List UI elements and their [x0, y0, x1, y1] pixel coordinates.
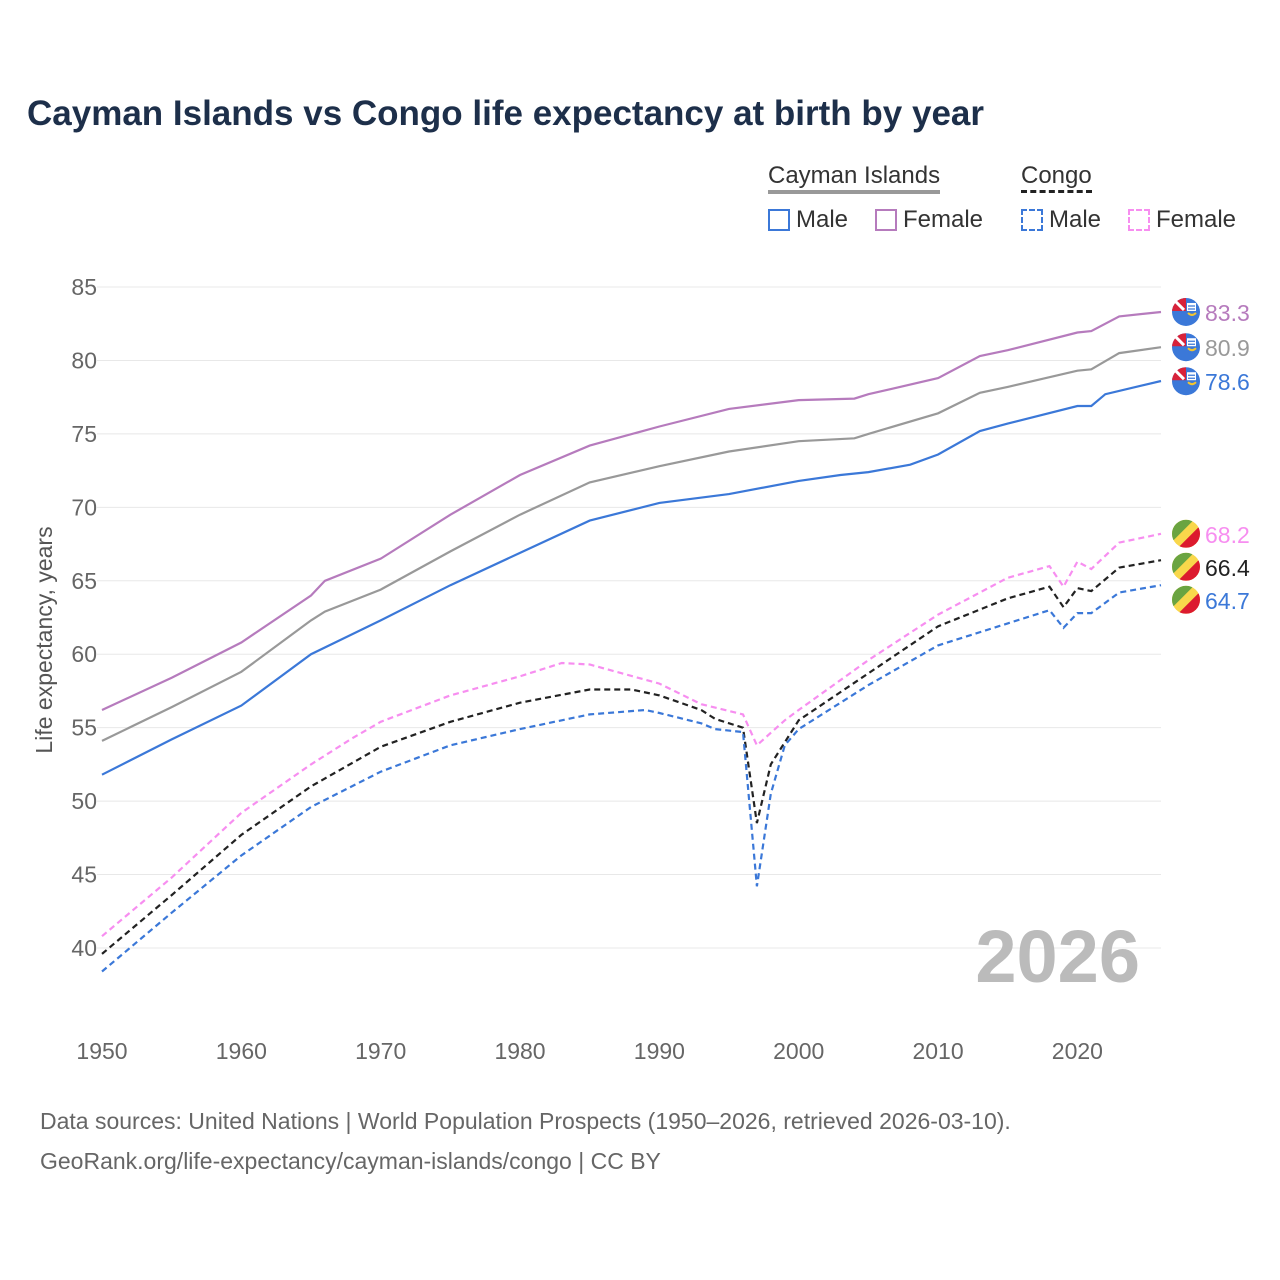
legend-swatch	[768, 209, 790, 231]
y-tick-label: 55	[71, 715, 97, 741]
x-tick-label: 1990	[634, 1038, 685, 1064]
series-line-congo-total	[101, 559, 1162, 955]
y-tick-label: 60	[71, 641, 97, 667]
legend-swatch	[875, 209, 897, 231]
series-line-cayman-islands-total	[101, 346, 1162, 742]
cayman-flag-icon	[1172, 333, 1200, 362]
congo-flag-icon	[1172, 552, 1200, 581]
legend-cayman-male[interactable]: Male	[768, 206, 848, 234]
legend-swatch	[1128, 209, 1150, 231]
y-tick-label: 85	[71, 274, 97, 300]
y-tick-label: 50	[71, 788, 97, 814]
year-watermark: 2026	[975, 915, 1140, 998]
x-tick-label: 1960	[216, 1038, 267, 1064]
legend-group-congo: Congo	[1021, 162, 1092, 193]
source-line-1: Data sources: United Nations | World Pop…	[40, 1108, 1011, 1134]
y-tick-label: 75	[71, 421, 97, 447]
x-tick-label: 1970	[355, 1038, 406, 1064]
legend-congo-female[interactable]: Female	[1128, 206, 1236, 234]
y-tick-label: 45	[71, 862, 97, 888]
end-value-label: 66.4	[1205, 555, 1250, 581]
y-axis-label: Life expectancy, years	[31, 526, 57, 753]
x-tick-label: 1980	[494, 1038, 545, 1064]
legend-label: Male	[1049, 206, 1102, 233]
cayman-flag-icon	[1172, 367, 1200, 396]
congo-flag-icon	[1172, 585, 1200, 614]
end-value-label: 80.9	[1205, 335, 1250, 361]
legend-label: Male	[796, 206, 849, 233]
y-tick-label: 40	[71, 935, 97, 961]
legend-cayman-female[interactable]: Female	[875, 206, 983, 234]
series-line-congo-female	[101, 532, 1162, 938]
x-tick-label: 2010	[912, 1038, 963, 1064]
end-value-label: 78.6	[1205, 369, 1250, 395]
legend-congo-male[interactable]: Male	[1021, 206, 1101, 234]
y-tick-label: 80	[71, 347, 97, 373]
series-line-cayman-islands-male	[101, 379, 1162, 776]
end-value-label: 64.7	[1205, 588, 1250, 614]
chart-title: Cayman Islands vs Congo life expectancy …	[27, 94, 984, 133]
y-tick-label: 65	[71, 568, 97, 594]
congo-flag-icon	[1172, 519, 1200, 548]
series-line-cayman-islands-female	[101, 310, 1162, 711]
cayman-flag-icon	[1172, 297, 1200, 326]
x-tick-label: 1950	[76, 1038, 127, 1064]
end-value-label: 83.3	[1205, 300, 1250, 326]
legend-swatch	[1021, 209, 1043, 231]
legend-label: Female	[903, 206, 984, 233]
source-line-2[interactable]: GeoRank.org/life-expectancy/cayman-islan…	[40, 1148, 661, 1174]
legend-label: Female	[1156, 206, 1237, 233]
x-tick-label: 2020	[1052, 1038, 1103, 1064]
legend-group-cayman: Cayman Islands	[768, 162, 941, 194]
y-tick-label: 70	[71, 494, 97, 520]
end-value-label: 68.2	[1205, 522, 1250, 548]
x-tick-label: 2000	[773, 1038, 824, 1064]
series-line-congo-male	[101, 584, 1162, 973]
